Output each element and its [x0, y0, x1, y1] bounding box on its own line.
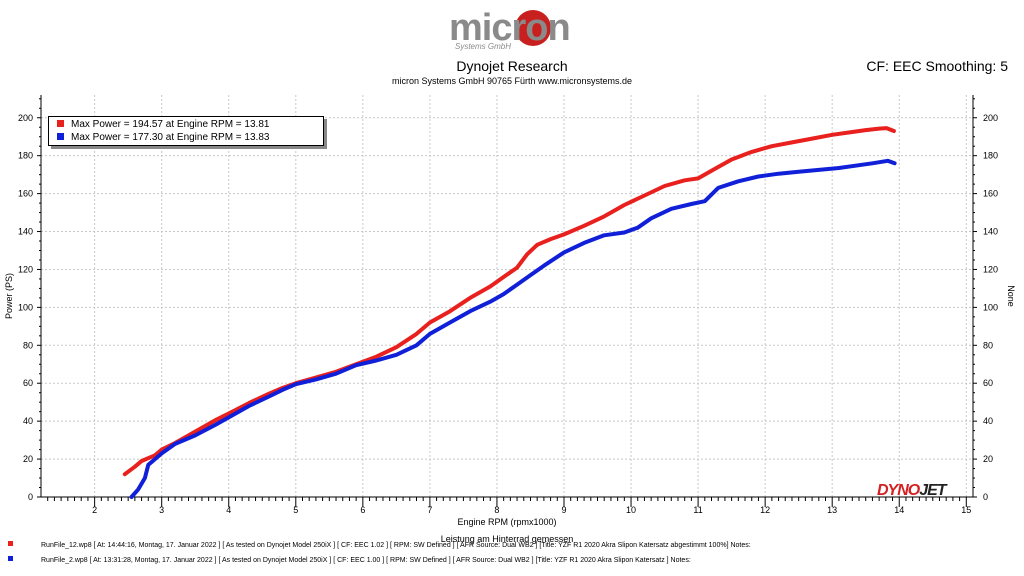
ytick-label-left: 160: [18, 189, 33, 199]
xtick-label: 11: [693, 505, 702, 515]
xtick-label: 9: [561, 505, 566, 515]
ytick-label-left: 140: [18, 227, 33, 237]
ytick-label-right: 120: [983, 264, 998, 274]
legend-label-1: Max Power = 194.57 at Engine RPM = 13.81: [71, 119, 270, 130]
chart-subtitle: micron Systems GmbH 90765 Fürth www.micr…: [391, 76, 633, 86]
ytick-label-left: 100: [18, 302, 33, 312]
ytick-label-right: 180: [983, 151, 998, 161]
ytick-label-left: 80: [23, 340, 33, 350]
ytick-label-left: 40: [23, 416, 33, 426]
xtick-label: 5: [293, 505, 298, 515]
logo-ring: [515, 10, 551, 46]
xtick-label: 15: [961, 505, 971, 515]
xtick-label: 14: [894, 505, 904, 515]
series-line-2: [129, 158, 897, 499]
series-line-1: [122, 126, 896, 477]
y-axis-label-right: None: [1006, 285, 1016, 307]
legend-swatch-1: [57, 120, 64, 127]
xtick-label: 4: [226, 505, 231, 515]
runfile-swatch-1: [8, 541, 13, 546]
logo-subtitle: Systems GmbH: [455, 42, 512, 51]
micron-logo: micron Systems GmbH: [449, 8, 579, 54]
chart-title: Dynojet Research: [456, 58, 568, 74]
legend-swatch-2: [57, 133, 64, 140]
ytick-label-right: 200: [983, 113, 998, 123]
ytick-label-right: 40: [983, 416, 993, 426]
x-axis-note: Leistung am Hinterrad gemessen: [441, 534, 574, 544]
dynojet-logo: DYNOJET: [877, 482, 947, 499]
ytick-label-right: 140: [983, 227, 998, 237]
logo-word: micron: [449, 7, 571, 49]
runfile-swatch-2: [8, 556, 13, 561]
ytick-label-right: 80: [983, 340, 993, 350]
ytick-label-left: 180: [18, 151, 33, 161]
runfile-text-2: RunFile_2.wp8 [ At: 13:31:28, Montag, 17…: [41, 557, 691, 564]
runfile-info-2: RunFile_2.wp8 [ At: 13:31:28, Montag, 17…: [8, 556, 691, 564]
ytick-label-left: 20: [23, 454, 33, 464]
ytick-label-right: 60: [983, 378, 993, 388]
xtick-label: 8: [494, 505, 499, 515]
xtick-label: 7: [427, 505, 432, 515]
ytick-label-left: 120: [18, 264, 33, 274]
legend: Max Power = 194.57 at Engine RPM = 13.81…: [48, 116, 324, 146]
ytick-label-left: 0: [28, 492, 33, 502]
cf-smoothing-label: CF: EEC Smoothing: 5: [866, 58, 1008, 74]
legend-entry-2: Max Power = 177.30 at Engine RPM = 13.83: [57, 131, 269, 144]
xtick-label: 10: [626, 505, 636, 515]
xtick-label: 3: [159, 505, 164, 515]
xtick-label: 13: [827, 505, 837, 515]
xtick-label: 12: [760, 505, 770, 515]
ytick-label-right: 100: [983, 302, 998, 312]
runfile-info-1: RunFile_12.wp8 [ At: 14:44:16, Montag, 1…: [8, 541, 751, 549]
legend-entry-1: Max Power = 194.57 at Engine RPM = 13.81: [57, 118, 269, 131]
ytick-label-right: 160: [983, 189, 998, 199]
ytick-label-left: 200: [18, 113, 33, 123]
runfile-text-1: RunFile_12.wp8 [ At: 14:44:16, Montag, 1…: [41, 542, 751, 549]
legend-label-2: Max Power = 177.30 at Engine RPM = 13.83: [71, 132, 270, 143]
ytick-label-left: 60: [23, 378, 33, 388]
x-axis-label: Engine RPM (rpmx1000): [457, 517, 556, 527]
xtick-label: 6: [360, 505, 365, 515]
y-axis-label: Power (PS): [4, 273, 14, 319]
ytick-label-right: 0: [983, 492, 988, 502]
xtick-label: 2: [92, 505, 97, 515]
ytick-label-right: 20: [983, 454, 993, 464]
